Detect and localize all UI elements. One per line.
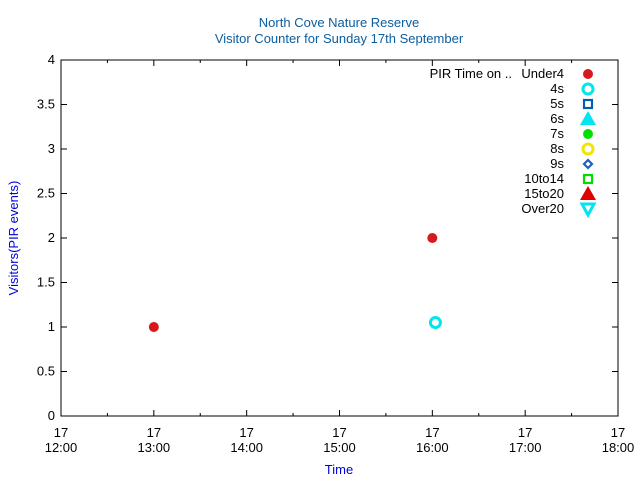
legend-marker (579, 202, 597, 219)
x-axis: 1712:001713:001714:001715:001716:001717:… (45, 60, 635, 455)
legend-label: 4s (550, 81, 564, 96)
x-tick-time: 15:00 (323, 440, 356, 455)
legend-marker (582, 158, 594, 170)
plot-area (60, 59, 619, 417)
legend-marker (583, 129, 593, 139)
legend-label: 9s (550, 156, 564, 171)
chart-title: North Cove Nature Reserve (259, 15, 419, 30)
y-tick-label: 3 (48, 141, 55, 156)
legend-marker (582, 173, 594, 185)
x-tick-time: 12:00 (45, 440, 78, 455)
y-axis-label: Visitors(PIR events) (6, 181, 21, 296)
y-tick-label: 3.5 (37, 97, 55, 112)
x-tick-day: 17 (332, 425, 346, 440)
y-tick-label: 1 (48, 319, 55, 334)
y-tick-label: 2 (48, 230, 55, 245)
data-point (148, 322, 159, 332)
legend-marker (582, 98, 594, 110)
x-tick-time: 16:00 (416, 440, 449, 455)
data-point (428, 316, 442, 330)
y-tick-label: 4 (48, 52, 55, 67)
legend-label: 15to20 (524, 186, 564, 201)
y-tick-label: 1.5 (37, 275, 55, 290)
x-tick-day: 17 (518, 425, 532, 440)
legend-label: 10to14 (524, 171, 564, 186)
legend-title: PIR Time on .. (430, 66, 512, 81)
legend: PIR Time on .. Under44s5s6s7s8s9s10to1415… (430, 66, 597, 219)
chart-subtitle: Visitor Counter for Sunday 17th Septembe… (215, 31, 464, 46)
y-tick-label: 0.5 (37, 364, 55, 379)
x-tick-day: 17 (54, 425, 68, 440)
legend-label: Under4 (521, 66, 564, 81)
x-tick-day: 17 (147, 425, 161, 440)
y-tick-label: 2.5 (37, 186, 55, 201)
legend-label: 8s (550, 141, 564, 156)
legend-marker (581, 82, 595, 96)
data-points (148, 233, 442, 332)
x-tick-time: 14:00 (230, 440, 263, 455)
data-point (427, 233, 438, 243)
x-tick-day: 17 (611, 425, 625, 440)
x-tick-time: 18:00 (602, 440, 635, 455)
legend-label: 7s (550, 126, 564, 141)
legend-marker (581, 142, 595, 156)
legend-label: 5s (550, 96, 564, 111)
y-axis: 0 0.5 1 1.5 2 2.5 3 3.5 4 (37, 52, 618, 423)
y-tick-label: 0 (48, 408, 55, 423)
legend-label: 6s (550, 111, 564, 126)
legend-marker (583, 69, 593, 79)
legend-marker (580, 186, 596, 200)
x-tick-day: 17 (425, 425, 439, 440)
x-tick-time: 17:00 (509, 440, 542, 455)
x-tick-time: 13:00 (138, 440, 171, 455)
x-axis-label: Time (325, 462, 353, 477)
legend-label: Over20 (521, 201, 564, 216)
legend-marker (580, 111, 596, 125)
x-tick-day: 17 (239, 425, 253, 440)
